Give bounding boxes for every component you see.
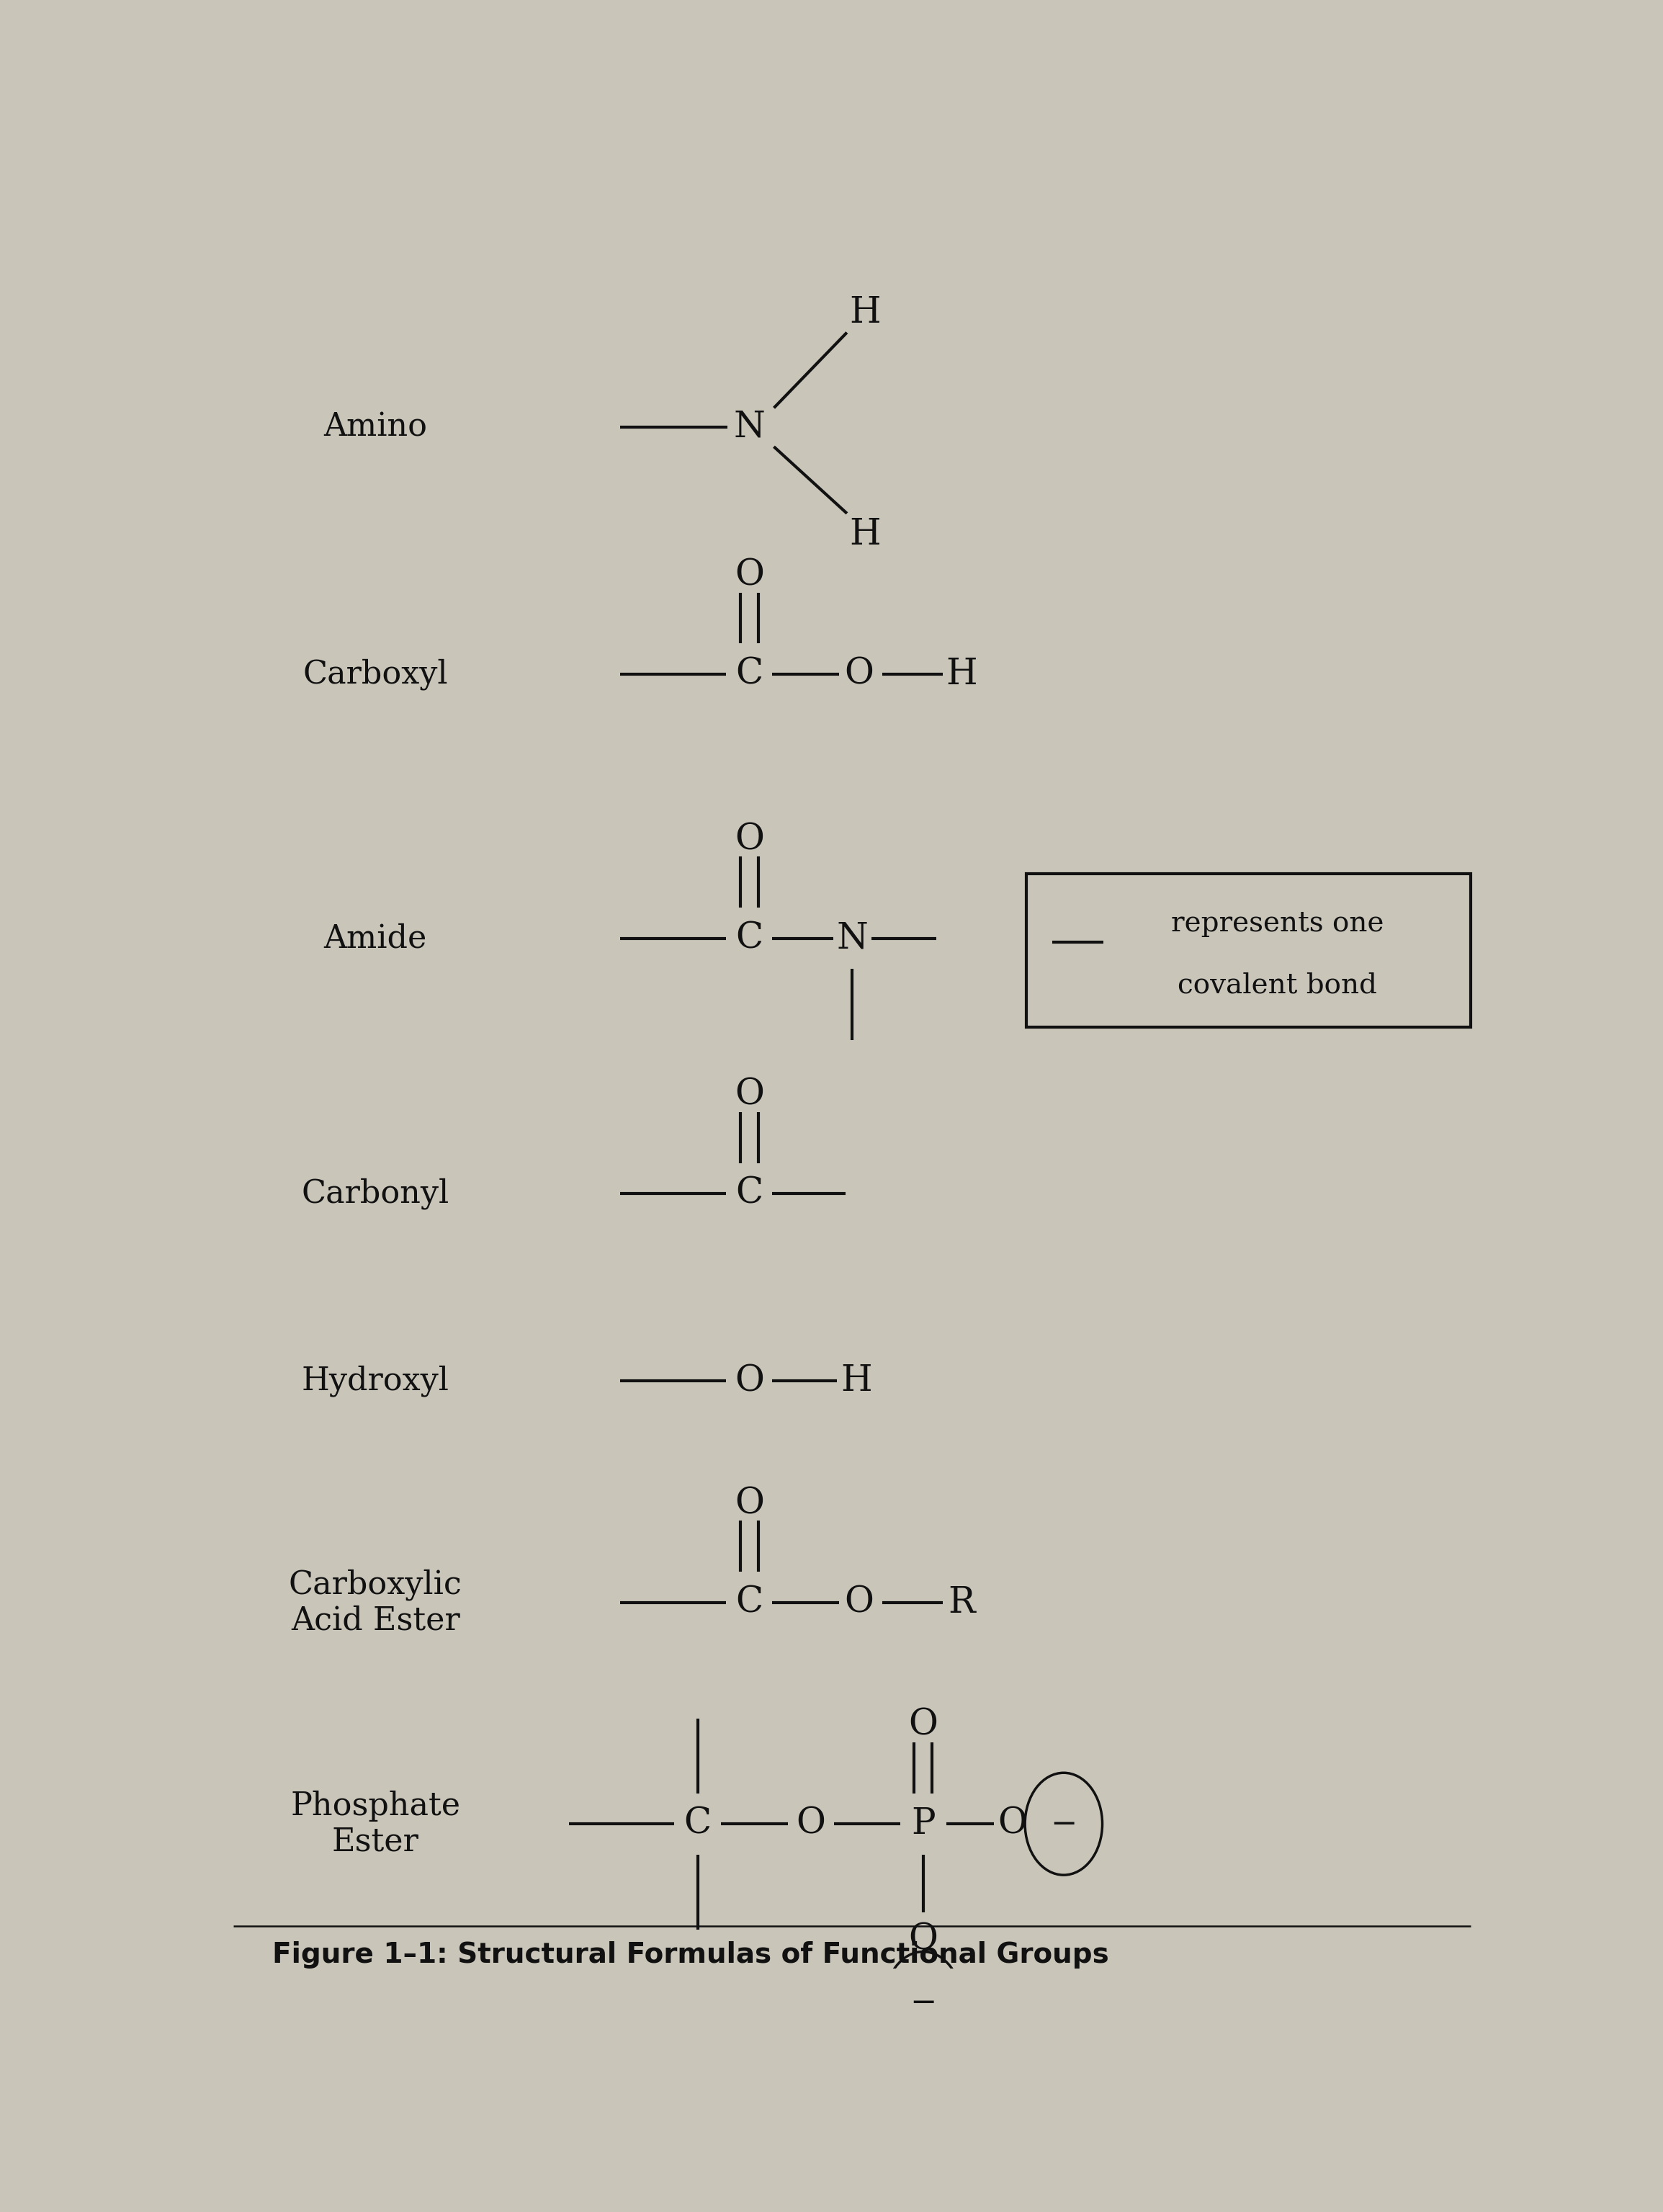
Text: O: O	[735, 1363, 763, 1398]
Text: P: P	[911, 1805, 935, 1843]
Text: R: R	[948, 1584, 976, 1621]
Text: C: C	[735, 657, 763, 692]
Text: C: C	[735, 1177, 763, 1212]
Text: O: O	[908, 1922, 938, 1958]
Text: covalent bond: covalent bond	[1177, 971, 1377, 1000]
Text: Phosphate
Ester: Phosphate Ester	[291, 1790, 461, 1858]
Text: C: C	[683, 1805, 712, 1843]
Text: H: H	[840, 1363, 871, 1398]
Text: O: O	[908, 1708, 938, 1743]
Text: O: O	[998, 1805, 1026, 1843]
Text: O: O	[735, 557, 763, 593]
Text: −: −	[1051, 1809, 1078, 1840]
Text: Amide: Amide	[324, 922, 427, 953]
Text: O: O	[735, 821, 763, 858]
Text: C: C	[735, 920, 763, 956]
Text: represents one: represents one	[1171, 911, 1384, 938]
Text: H: H	[850, 296, 881, 332]
Text: H: H	[946, 657, 978, 692]
Text: N: N	[836, 920, 868, 956]
Text: Amino: Amino	[324, 411, 427, 442]
Text: Hydroxyl: Hydroxyl	[301, 1365, 449, 1396]
Text: Carboxyl: Carboxyl	[303, 659, 447, 690]
Text: Carboxylic
Acid Ester: Carboxylic Acid Ester	[289, 1568, 462, 1637]
Text: O: O	[845, 1584, 873, 1621]
Text: O: O	[845, 657, 873, 692]
Text: Figure 1–1: Structural Formulas of Functional Groups: Figure 1–1: Structural Formulas of Funct…	[273, 1942, 1109, 1969]
Text: H: H	[850, 518, 881, 553]
Text: N: N	[733, 409, 765, 445]
Text: Carbonyl: Carbonyl	[301, 1179, 449, 1210]
Text: O: O	[735, 1077, 763, 1113]
Text: C: C	[735, 1584, 763, 1621]
Text: −: −	[910, 1986, 936, 2017]
Text: O: O	[735, 1486, 763, 1522]
Text: O: O	[797, 1805, 827, 1843]
